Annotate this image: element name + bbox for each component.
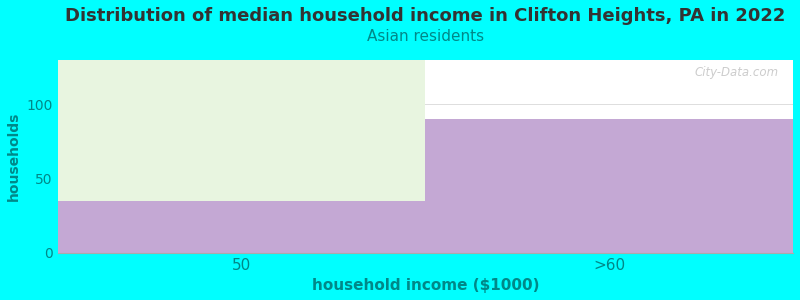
Bar [58, 52, 426, 201]
Bar [58, 201, 426, 253]
Y-axis label: households: households [7, 112, 21, 201]
Text: City-Data.com: City-Data.com [694, 66, 778, 79]
Bar [426, 119, 793, 253]
X-axis label: household income ($1000): household income ($1000) [312, 278, 539, 293]
Text: Asian residents: Asian residents [367, 29, 484, 44]
Title: Distribution of median household income in Clifton Heights, PA in 2022: Distribution of median household income … [66, 7, 786, 25]
